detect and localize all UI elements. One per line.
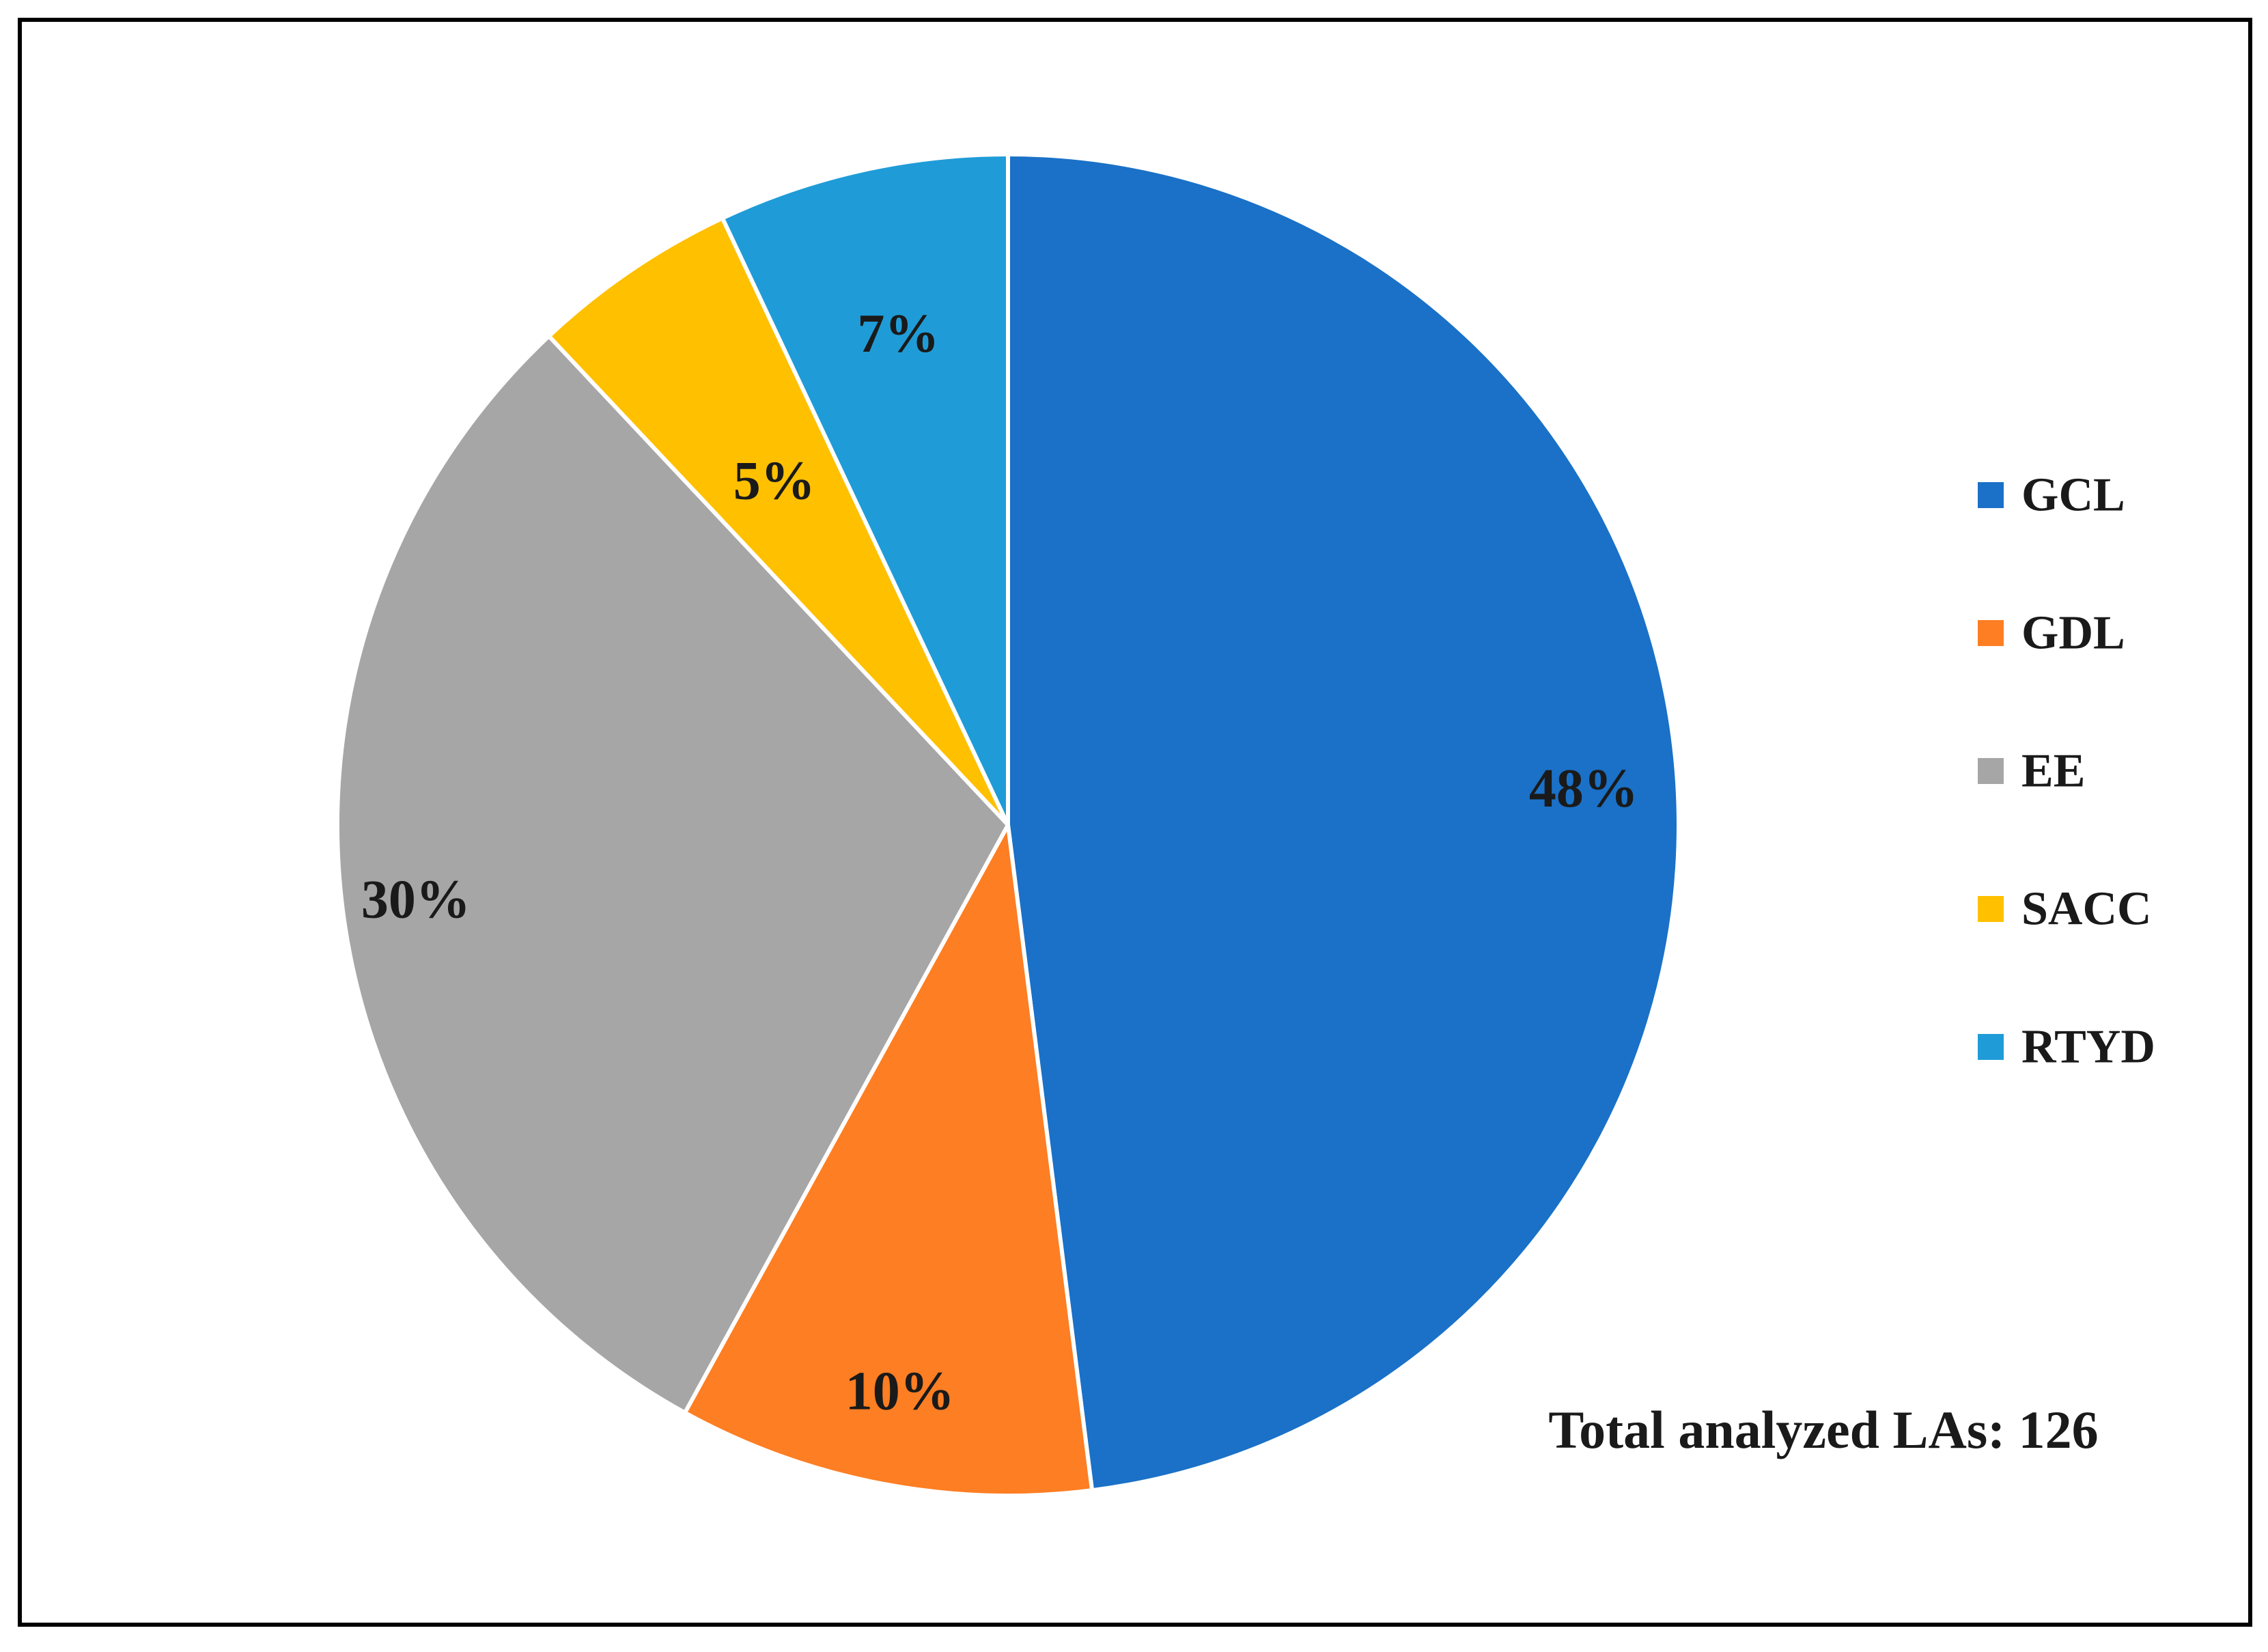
pie-slices — [335, 152, 1681, 1498]
legend-label-sacc: SACC — [2021, 883, 2152, 936]
legend-swatch-rtyd — [1978, 1034, 2004, 1060]
legend-swatch-gdl — [1978, 620, 2004, 646]
slice-labels: 48% 10% 30% 5% 7% — [361, 304, 1638, 1421]
pie-slice-rtyd — [720, 152, 1010, 827]
pie-slice-gdl — [682, 823, 1095, 1498]
legend-label-rtyd: RTYD — [2021, 1021, 2155, 1074]
data-label-gdl: 10% — [845, 1362, 955, 1422]
pie-slice-ee — [335, 334, 1010, 1415]
legend: GCL GDL EE SACC RTYD — [1978, 469, 2155, 1074]
data-label-rtyd: 7% — [857, 304, 939, 364]
legend-label-gdl: GDL — [2021, 607, 2125, 660]
legend-swatch-ee — [1978, 758, 2004, 784]
data-label-gcl: 48% — [1529, 759, 1638, 819]
legend-label-gcl: GCL — [2021, 469, 2125, 522]
legend-swatch-sacc — [1978, 896, 2004, 922]
data-label-sacc: 5% — [733, 451, 815, 511]
legend-label-ee: EE — [2021, 745, 2085, 798]
total-annotation: Total analyzed LAs: 126 — [1548, 1400, 2098, 1459]
legend-swatch-gcl — [1978, 482, 2004, 508]
data-label-ee: 30% — [361, 870, 471, 930]
pie-slice-sacc — [546, 216, 1010, 827]
pie-slice-gcl — [1006, 152, 1681, 1493]
